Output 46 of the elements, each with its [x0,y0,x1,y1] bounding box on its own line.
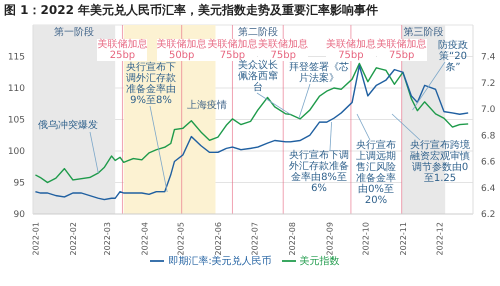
x-tick-label: 2022-07 [250,222,260,256]
y2-tick-label: 7.4 [481,52,496,63]
y2-tick-label: 6.2 [481,210,496,220]
ref-line-label: 美联储加息 75bp [207,39,258,61]
x-tick-label: 2022-01 [32,222,41,256]
x-tick-label: 2022-03 [103,222,112,256]
y2-tick-label: 6.6 [481,158,496,168]
x-tick-label: 2022-06 [214,222,224,256]
annotation: 央行宣布上调远期售汇风险准备金率由0%至20% [355,140,397,206]
legend-label: 美元指数 [300,256,340,267]
y-tick-label: 95 [14,178,25,189]
annotation: 俄乌冲突爆发 [37,120,99,131]
x-tick-label: 2022-09 [325,222,334,256]
y-tick-label: 115 [8,52,25,63]
y2-tick-label: 6.4 [481,184,496,194]
y-tick-label: 110 [8,84,26,94]
annotation: 美众议长佩洛西窜台 [238,60,278,93]
x-tick-label: 2022-05 [176,222,186,256]
x-tick-label: 2022-10 [362,222,371,256]
ref-line-label: 美联储加息 50bp [156,39,207,61]
y2-tick-label: 7.0 [481,105,496,116]
y2-tick-label: 6.8 [481,131,496,142]
y-tick-label: 105 [8,116,25,126]
ref-line-label: 美联储加息 25bp [97,39,148,61]
ref-line-label: 美联储加息 75bp [326,39,376,61]
ref-line-label: 美联储加息 75bp [376,39,427,61]
annotation: 防疫政策“20条” [437,40,469,73]
x-tick-label: 2022-11 [399,222,408,256]
annotation: 央行宣布跨境融资宏观审慎调节参数由0至1.25 [409,140,471,184]
annotation: 第二阶段 [237,27,279,38]
chart-title: 图 1：2022 年美元兑人民币汇率，美元指数走势及重要汇率影响事件 [4,2,378,19]
band-label: 上海疫情 [186,100,228,111]
annotation: 拜登签署《芯片法案》 [288,62,350,84]
ref-line-label: 美联储加息 75bp [258,39,308,61]
y2-tick-label: 7.2 [481,78,496,89]
x-tick-label: 2022-02 [69,222,78,256]
legend-label: 即期汇率:美元兑人民币 [168,256,272,267]
annotation: 央行宣布下调外汇存款准备金率由9%至8% [125,62,177,106]
x-tick-label: 2022-08 [288,222,297,256]
x-tick-label: 2022-12 [435,222,444,256]
y-tick-label: 90 [14,210,26,220]
y-tick-label: 100 [8,147,26,158]
annotation: 央行宣布下调外汇存款准备金率由8%至6% [288,150,350,194]
band-label: 第三阶段 [402,27,444,38]
x-tick-label: 2022-04 [140,222,150,256]
band-label: 第一阶段 [53,27,96,38]
